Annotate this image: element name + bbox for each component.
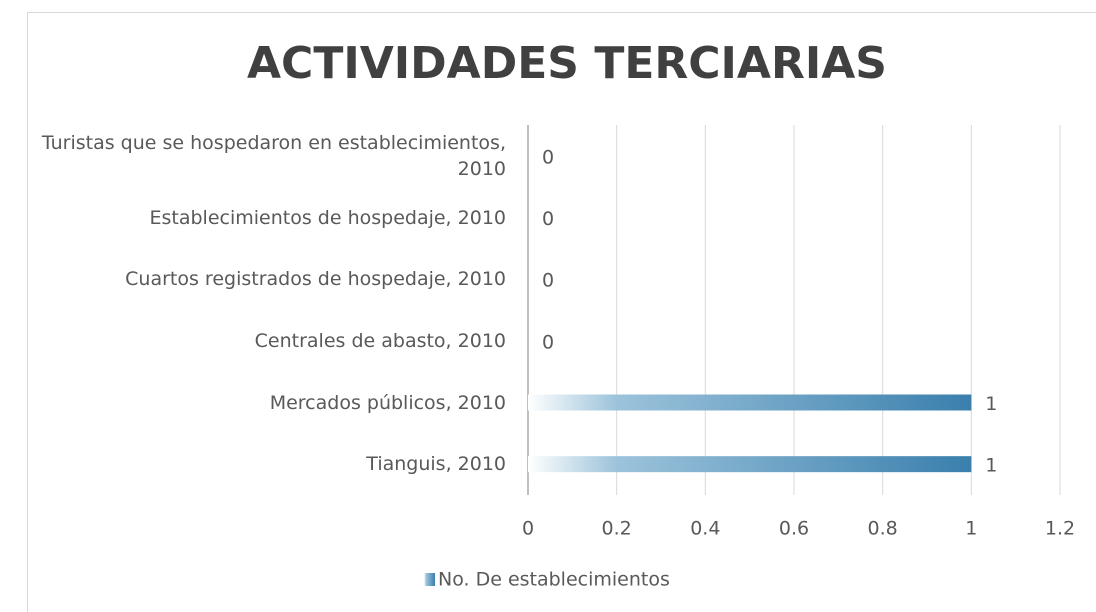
- value-label: 1: [985, 393, 997, 415]
- chart-border: [27, 12, 1096, 612]
- y-tick-label: Tianguis, 2010: [366, 453, 506, 476]
- bar: [528, 394, 972, 411]
- x-tick-label: 1.2: [1045, 518, 1075, 540]
- value-label: 0: [542, 270, 554, 292]
- x-tick-label: 0: [522, 518, 534, 540]
- value-label: 1: [985, 455, 997, 477]
- x-tick-label: 1: [965, 518, 977, 540]
- y-tick-label: Cuartos registrados de hospedaje, 2010: [125, 268, 506, 291]
- x-tick-label: 0.8: [868, 518, 898, 540]
- value-label: 0: [542, 208, 554, 230]
- y-tick-label: Mercados públicos, 2010: [269, 391, 506, 414]
- value-label: 0: [542, 331, 554, 353]
- x-tick-label: 0.2: [602, 518, 632, 540]
- chart-title: ACTIVIDADES TERCIARIAS: [247, 38, 887, 89]
- legend-swatch: [424, 573, 435, 586]
- value-label: 0: [542, 146, 554, 168]
- y-tick-label: Centrales de abasto, 2010: [254, 329, 506, 352]
- y-tick-label: Turistas que se hospedaron en establecim…: [41, 131, 506, 180]
- x-tick-label: 0.6: [779, 518, 809, 540]
- y-tick-label: Establecimientos de hospedaje, 2010: [149, 206, 507, 229]
- x-tick-label: 0.4: [690, 518, 720, 540]
- bar: [528, 456, 972, 473]
- legend-label: No. De establecimientos: [438, 569, 670, 591]
